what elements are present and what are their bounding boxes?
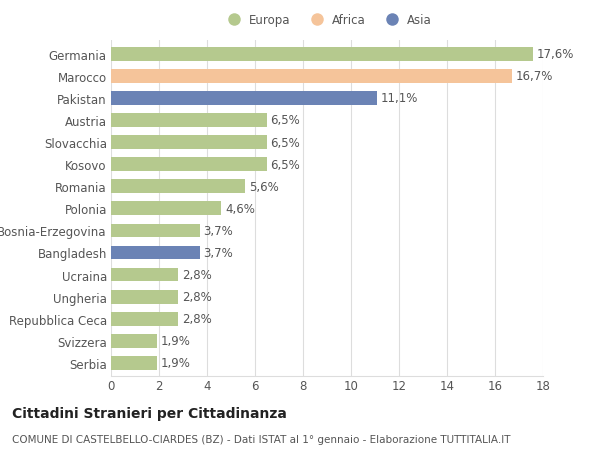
Bar [111, 290, 178, 304]
Text: 2,8%: 2,8% [182, 291, 212, 303]
Text: 2,8%: 2,8% [182, 313, 212, 325]
Text: 5,6%: 5,6% [249, 180, 279, 193]
Bar [111, 136, 267, 150]
Bar [111, 224, 200, 238]
Text: 4,6%: 4,6% [225, 202, 255, 215]
Text: Cittadini Stranieri per Cittadinanza: Cittadini Stranieri per Cittadinanza [12, 406, 287, 420]
Text: 6,5%: 6,5% [271, 158, 301, 171]
Legend: Europa, Africa, Asia: Europa, Africa, Asia [217, 10, 437, 32]
Text: 16,7%: 16,7% [515, 70, 553, 83]
Bar [111, 92, 377, 106]
Bar [111, 202, 221, 216]
Bar [111, 268, 178, 282]
Text: 3,7%: 3,7% [203, 246, 233, 259]
Bar [111, 180, 245, 194]
Text: 1,9%: 1,9% [160, 357, 190, 369]
Text: 2,8%: 2,8% [182, 269, 212, 281]
Bar [111, 334, 157, 348]
Text: 17,6%: 17,6% [537, 48, 574, 61]
Bar [111, 48, 533, 62]
Bar [111, 312, 178, 326]
Bar [111, 356, 157, 370]
Text: 11,1%: 11,1% [381, 92, 418, 105]
Text: 6,5%: 6,5% [271, 114, 301, 127]
Text: 3,7%: 3,7% [203, 224, 233, 237]
Bar [111, 70, 512, 84]
Bar [111, 158, 267, 172]
Text: COMUNE DI CASTELBELLO-CIARDES (BZ) - Dati ISTAT al 1° gennaio - Elaborazione TUT: COMUNE DI CASTELBELLO-CIARDES (BZ) - Dat… [12, 434, 511, 444]
Bar [111, 114, 267, 128]
Bar [111, 246, 200, 260]
Text: 1,9%: 1,9% [160, 335, 190, 347]
Text: 6,5%: 6,5% [271, 136, 301, 149]
